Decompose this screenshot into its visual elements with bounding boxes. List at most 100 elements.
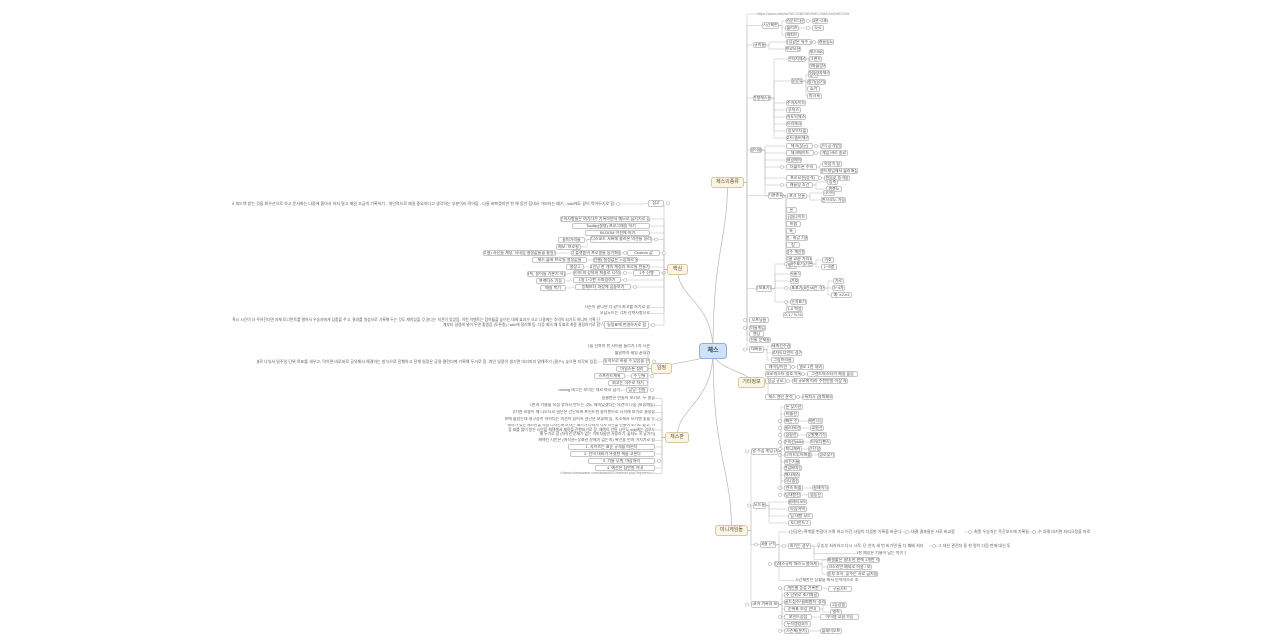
- topic-node[interactable]: 폰 찾기전: [784, 404, 803, 410]
- topic-node[interactable]: 용어들: [750, 147, 762, 153]
- topic-node[interactable]: 히든기물: [784, 459, 800, 465]
- topic-node[interactable]: 미들게임: [749, 325, 766, 331]
- topic-node[interactable]: 연속 퍼즐: [784, 485, 803, 491]
- topic-node[interactable]: 회고는 격주로 하기: [608, 380, 648, 386]
- branch-node[interactable]: 기타정보: [738, 377, 765, 388]
- topic-node[interactable]: 캐슬링도: [818, 39, 834, 45]
- topic-node[interactable]: 체크(장군): [786, 143, 813, 149]
- topic-node[interactable]: 오프닝들: [749, 317, 769, 323]
- topic-node[interactable]: 퀸으로도 가능: [821, 197, 846, 203]
- topic-node[interactable]: FIDE마스터 칭호 목록: [765, 371, 801, 377]
- topic-node[interactable]: 경로찾기: [818, 452, 835, 458]
- note-text[interactable]: 그 대신 관전자 중 한 명이 다음 판에 대신 투입되기로 함: [938, 543, 1010, 548]
- branch-node[interactable]: 일정: [651, 363, 672, 374]
- topic-node[interactable]: 흥미거리들: [558, 237, 585, 243]
- topic-node[interactable]: 호드/좀비체스: [786, 135, 809, 141]
- topic-node[interactable]: 타임어택: [788, 506, 807, 512]
- topic-node[interactable]: 1~8열: [821, 264, 837, 270]
- topic-node[interactable]: 규칙, 용어들 기본기 학습: [527, 271, 566, 277]
- topic-node[interactable]: 예: e2-e4: [831, 292, 852, 298]
- topic-node[interactable]: 주 단위로 초기화함: [784, 592, 819, 598]
- topic-node[interactable]: 엔딩: [749, 331, 764, 337]
- topic-node[interactable]: 미니맵전: [784, 478, 799, 484]
- topic-node[interactable]: 폰: [786, 207, 797, 213]
- topic-node[interactable]: 포크 전술: [787, 193, 807, 199]
- central-node[interactable]: 체스: [699, 343, 727, 359]
- note-text[interactable]: Bug mining 버그는 보이는 대로 바로 잡기: [558, 388, 620, 393]
- note-text[interactable]: 수 차례 비기면 처리규정을 따로 정함: [1038, 529, 1090, 534]
- topic-node[interactable]: 룩: [786, 228, 796, 234]
- topic-node[interactable]: 체스-블록 프로필 설정값들: [532, 257, 587, 263]
- topic-node[interactable]: 0-1 / ½-½: [783, 312, 803, 318]
- topic-node[interactable]: 카운트다운: [786, 18, 805, 24]
- topic-node[interactable]: 3. 기물 무게, 마감처리: [588, 458, 655, 464]
- topic-node[interactable]: 주 단위: [631, 373, 648, 379]
- note-text[interactable]: 테마가 있는 체스판을 직접 디자인해 보자는 얘기가 나와서 각자 시안을 만…: [507, 424, 655, 436]
- topic-node[interactable]: 창기(장기): [807, 79, 826, 85]
- topic-node[interactable]: 토너먼트 2: [788, 520, 811, 526]
- topic-node[interactable]: 스톡피시 (알파제로): [802, 394, 833, 400]
- topic-node[interactable]: 체크메이트: [786, 150, 814, 156]
- topic-node[interactable]: 빠른 수: [784, 418, 799, 424]
- topic-node[interactable]: 디스코드 서버에 올라온 의견들 정리: [590, 236, 652, 243]
- topic-node[interactable]: 사이트의 강의와 퍼즐로 시작함: [573, 270, 621, 276]
- topic-node[interactable]: 일정은 유동적으로 바뀔 수 있음을 전원이 숙지: [603, 358, 650, 365]
- topic-node[interactable]: 클래식모드: [788, 499, 807, 505]
- topic-node[interactable]: 릴레이식: [812, 485, 829, 491]
- topic-node[interactable]: 대회들: [749, 346, 764, 353]
- topic-node[interactable]: 모드들: [753, 502, 766, 509]
- note-text[interactable]: 최종 우승자는 주간보드에 기록됨: [974, 529, 1029, 534]
- topic-node[interactable]: 프로모션(승격): [786, 175, 819, 181]
- topic-node[interactable]: 캐슬링 조건: [786, 182, 813, 188]
- topic-node[interactable]: 그랜드마스터가 제일 높음: [807, 371, 858, 377]
- note-text[interactable]: 무승부 처리하고 다시 시작, 단 연속 세 번 비기면 둘 다 패배 처리: [817, 543, 924, 548]
- note-text[interactable]: 오답노트는 각자 선택사항으로: [599, 311, 650, 316]
- topic-node[interactable]: 스테일메이트: [786, 157, 802, 163]
- topic-node[interactable]: 승부 조작, 훈수는 서로 금지함: [827, 571, 878, 577]
- topic-node[interactable]: 체스 엔진 분석: [765, 394, 796, 400]
- topic-node[interactable]: 샹치: [808, 72, 818, 78]
- topic-node[interactable]: 세계선수권: [771, 343, 791, 349]
- note-text[interactable]: (선공은) 흑백을 번갈아 가며 하고 이긴 사람이 다음판 기록을 바꾼다: [789, 529, 901, 534]
- topic-node[interactable]: 쇼기: [807, 86, 820, 92]
- topic-node[interactable]: 승패보다 과정에 집중하기: [575, 284, 631, 290]
- topic-node[interactable]: 순위표 보상 안내: [784, 606, 820, 612]
- topic-node[interactable]: 4. 예산은 십만원 이내: [595, 465, 655, 471]
- topic-node[interactable]: 플레이오프: [820, 628, 842, 634]
- topic-node[interactable]: 협동전: [808, 492, 823, 498]
- topic-node[interactable]: 쓰리체크: [786, 121, 802, 127]
- topic-node[interactable]: 2. 칸의 대비가 뚜렷한 색을 고른다: [570, 451, 655, 457]
- topic-node[interactable]: 체스960: [809, 49, 824, 55]
- topic-node[interactable]: 래피드: [785, 32, 799, 38]
- topic-node[interactable]: 스코어 기록과 보상: [751, 601, 779, 608]
- topic-node[interactable]: 레이팅이란: [765, 364, 791, 370]
- topic-node[interactable]: 앙파상같은 특수 규칙: [786, 39, 812, 45]
- topic-node[interactable]: 퀸 - 최강 기물: [786, 235, 808, 241]
- note-text[interactable]: 가을 전까지 한 사이클 돌리기 1차 시즌: [588, 344, 650, 349]
- topic-node[interactable]: 타워디펜스: [810, 439, 831, 445]
- topic-node[interactable]: 더블드폰 주의: [786, 164, 817, 170]
- topic-node[interactable]: 교환전: [810, 425, 824, 431]
- topic-node[interactable]: 팀대항전: [784, 492, 801, 498]
- topic-node[interactable]: 1. 사이즈는 표준 규격을 따른다: [568, 444, 655, 450]
- topic-node[interactable]: 제한시간: [808, 418, 823, 424]
- topic-node[interactable]: 가로: [833, 278, 844, 284]
- topic-node[interactable]: (개인별) 설정값은 느낌대로 통일: [593, 257, 638, 263]
- topic-node[interactable]: 기호: [822, 257, 834, 263]
- topic-node[interactable]: 마일스톤 정리: [616, 366, 648, 372]
- topic-node[interactable]: 규칙들: [753, 42, 766, 48]
- topic-node[interactable]: 전술 문제들: [749, 337, 771, 343]
- topic-node[interactable]: 시간제한: [762, 22, 779, 29]
- topic-node[interactable]: 1-0 백승: [786, 306, 803, 312]
- topic-node[interactable]: Tooltip(설명) 프로그래밍 하기: [572, 223, 650, 229]
- topic-node[interactable]: 체스말 수집 게임 (보류): [751, 448, 778, 455]
- topic-node[interactable]: 비기는 경우: [788, 543, 811, 549]
- topic-node[interactable]: 스페셜룰은 절대 한 판에 1개만 적용: [827, 557, 880, 563]
- topic-node[interactable]: 그랑프리들: [771, 357, 794, 363]
- topic-node[interactable]: 1주 진행: [633, 270, 660, 276]
- note-text[interactable]: 실물판은 만들어 보기로, 두 종류: [601, 396, 655, 401]
- topic-node[interactable]: 말/타워전: [784, 425, 801, 431]
- topic-node[interactable]: 3분+2초: [812, 18, 828, 24]
- topic-node[interactable]: 변형체스들: [753, 95, 771, 101]
- topic-node[interactable]: 대결 규칙: [760, 541, 776, 548]
